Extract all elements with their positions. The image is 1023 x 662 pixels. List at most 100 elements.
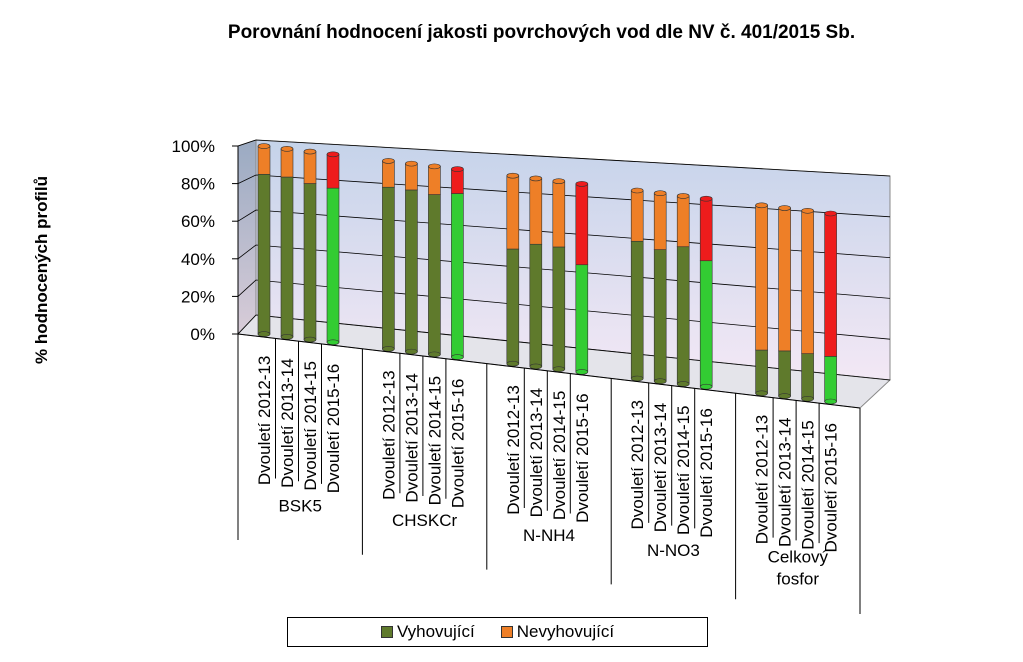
legend-swatch-nevyhovujici — [500, 626, 513, 638]
category-label: Dvouletí 2013-14 — [651, 403, 670, 532]
bar-vyhovujici — [280, 176, 294, 338]
bar-cap — [699, 195, 713, 202]
bar-vyhovujici — [428, 194, 441, 355]
category-label: Dvouletí 2012-13 — [504, 385, 523, 514]
bar-vyhovujici — [405, 189, 418, 352]
y-tick-label: 40% — [181, 250, 215, 269]
category-label: Dvouletí 2014-15 — [301, 361, 320, 490]
bar-base — [529, 363, 543, 370]
bar-base — [676, 381, 690, 387]
bar-base — [280, 334, 294, 340]
legend-item-nevyhovujici: Nevyhovující — [500, 622, 615, 642]
bar-nevyhovujici — [630, 190, 644, 242]
bar-cap — [257, 143, 271, 149]
bar-base — [755, 390, 768, 397]
y-tick-label: 80% — [181, 175, 215, 194]
category-label: Dvouletí 2014-15 — [674, 405, 693, 534]
group-label: N-NH4 — [523, 526, 575, 545]
category-label: Dvouletí 2012-13 — [753, 415, 772, 544]
bar-cap — [575, 181, 589, 187]
bar-nevyhovujici — [676, 195, 690, 248]
bar-vyhovujici — [653, 249, 667, 382]
bar-nevyhovujici — [382, 160, 395, 188]
bar-cap — [552, 178, 566, 184]
bar-cap — [451, 166, 464, 172]
bar-base — [575, 369, 589, 375]
bar-vyhovujici — [552, 246, 566, 370]
bar-base — [552, 366, 566, 372]
category-label: Dvouletí 2013-14 — [776, 418, 795, 547]
bars — [257, 143, 837, 405]
bar-base — [303, 336, 317, 343]
category-label: Dvouletí 2014-15 — [550, 391, 569, 520]
bar-base — [506, 360, 520, 367]
bar-nevyhovujici — [699, 198, 713, 262]
bar-cap — [303, 148, 317, 155]
bar-cap — [676, 193, 690, 199]
bar-cap — [529, 175, 543, 182]
legend-label: Nevyhovující — [516, 622, 615, 641]
bar-base — [451, 354, 464, 360]
chart-title: Porovnání hodnocení jakosti povrchových … — [227, 22, 856, 43]
bar-base — [405, 348, 418, 355]
bar-nevyhovujici — [575, 183, 589, 266]
bar-base — [326, 339, 340, 346]
gridline — [237, 139, 891, 177]
category-label: Dvouletí 2013-14 — [402, 373, 421, 502]
category-label: Dvouletí 2013-14 — [527, 388, 546, 517]
category-label: Dvouletí 2012-13 — [628, 400, 647, 529]
bar-vyhovujici — [326, 187, 340, 343]
bar-cap — [755, 202, 768, 209]
bar-nevyhovujici — [280, 148, 294, 178]
bar-cap — [653, 190, 667, 197]
category-label: Dvouletí 2015-16 — [573, 393, 592, 522]
bar-base — [653, 378, 667, 385]
category-label: Dvouletí 2015-16 — [448, 379, 467, 508]
bar-cap — [326, 151, 340, 158]
group-label: N-NO3 — [647, 541, 700, 560]
y-axis-label: % hodnocených profilů — [32, 176, 51, 364]
bar-nevyhovujici — [303, 151, 317, 184]
bar-base — [428, 351, 441, 358]
bar-vyhovujici — [506, 248, 520, 364]
axes — [232, 145, 861, 614]
bar-cap — [382, 158, 395, 164]
bar-nevyhovujici — [451, 168, 464, 194]
bar-nevyhovujici — [552, 180, 566, 248]
y-tick-label: 20% — [181, 287, 215, 306]
category-label: Dvouletí 2015-16 — [324, 364, 343, 493]
group-label: CHSKCr — [392, 511, 458, 530]
bar-cap — [630, 187, 644, 194]
category-label: Dvouletí 2012-13 — [379, 370, 398, 499]
bar-cap — [280, 146, 294, 152]
category-label: Dvouletí 2012-13 — [255, 356, 274, 485]
category-label: Dvouletí 2015-16 — [822, 423, 841, 552]
bar-base — [824, 398, 837, 405]
bar-vyhovujici — [676, 246, 690, 385]
y-tick-label: 100% — [172, 137, 215, 156]
bar-vyhovujici — [257, 173, 271, 335]
bar-vyhovujici — [778, 350, 791, 397]
bar-vyhovujici — [801, 353, 814, 400]
bar-vyhovujici — [382, 186, 395, 350]
bar-nevyhovujici — [257, 145, 271, 175]
labels: 0% 20% 40% 60% 80% 100% % hodnocených profilů D… — [32, 137, 841, 589]
bar-cap — [506, 172, 520, 179]
bar-vyhovujici — [451, 193, 464, 358]
bar-nevyhovujici — [755, 204, 768, 351]
category-label: Dvouletí 2014-15 — [425, 376, 444, 505]
bar-base — [699, 383, 713, 390]
bar-nevyhovujici — [405, 163, 418, 191]
bar-vyhovujici — [303, 183, 317, 340]
side-wall — [237, 139, 257, 336]
bar-base — [630, 375, 644, 382]
category-label: Dvouletí 2015-16 — [697, 408, 716, 537]
bar-base — [801, 395, 814, 402]
bar-vyhovujici — [575, 264, 589, 373]
group-label: fosfor — [777, 570, 820, 589]
bar-cap — [801, 207, 814, 214]
y-tick-label: 0% — [190, 325, 215, 344]
bar-vyhovujici — [755, 349, 768, 394]
bar-base — [257, 331, 271, 337]
